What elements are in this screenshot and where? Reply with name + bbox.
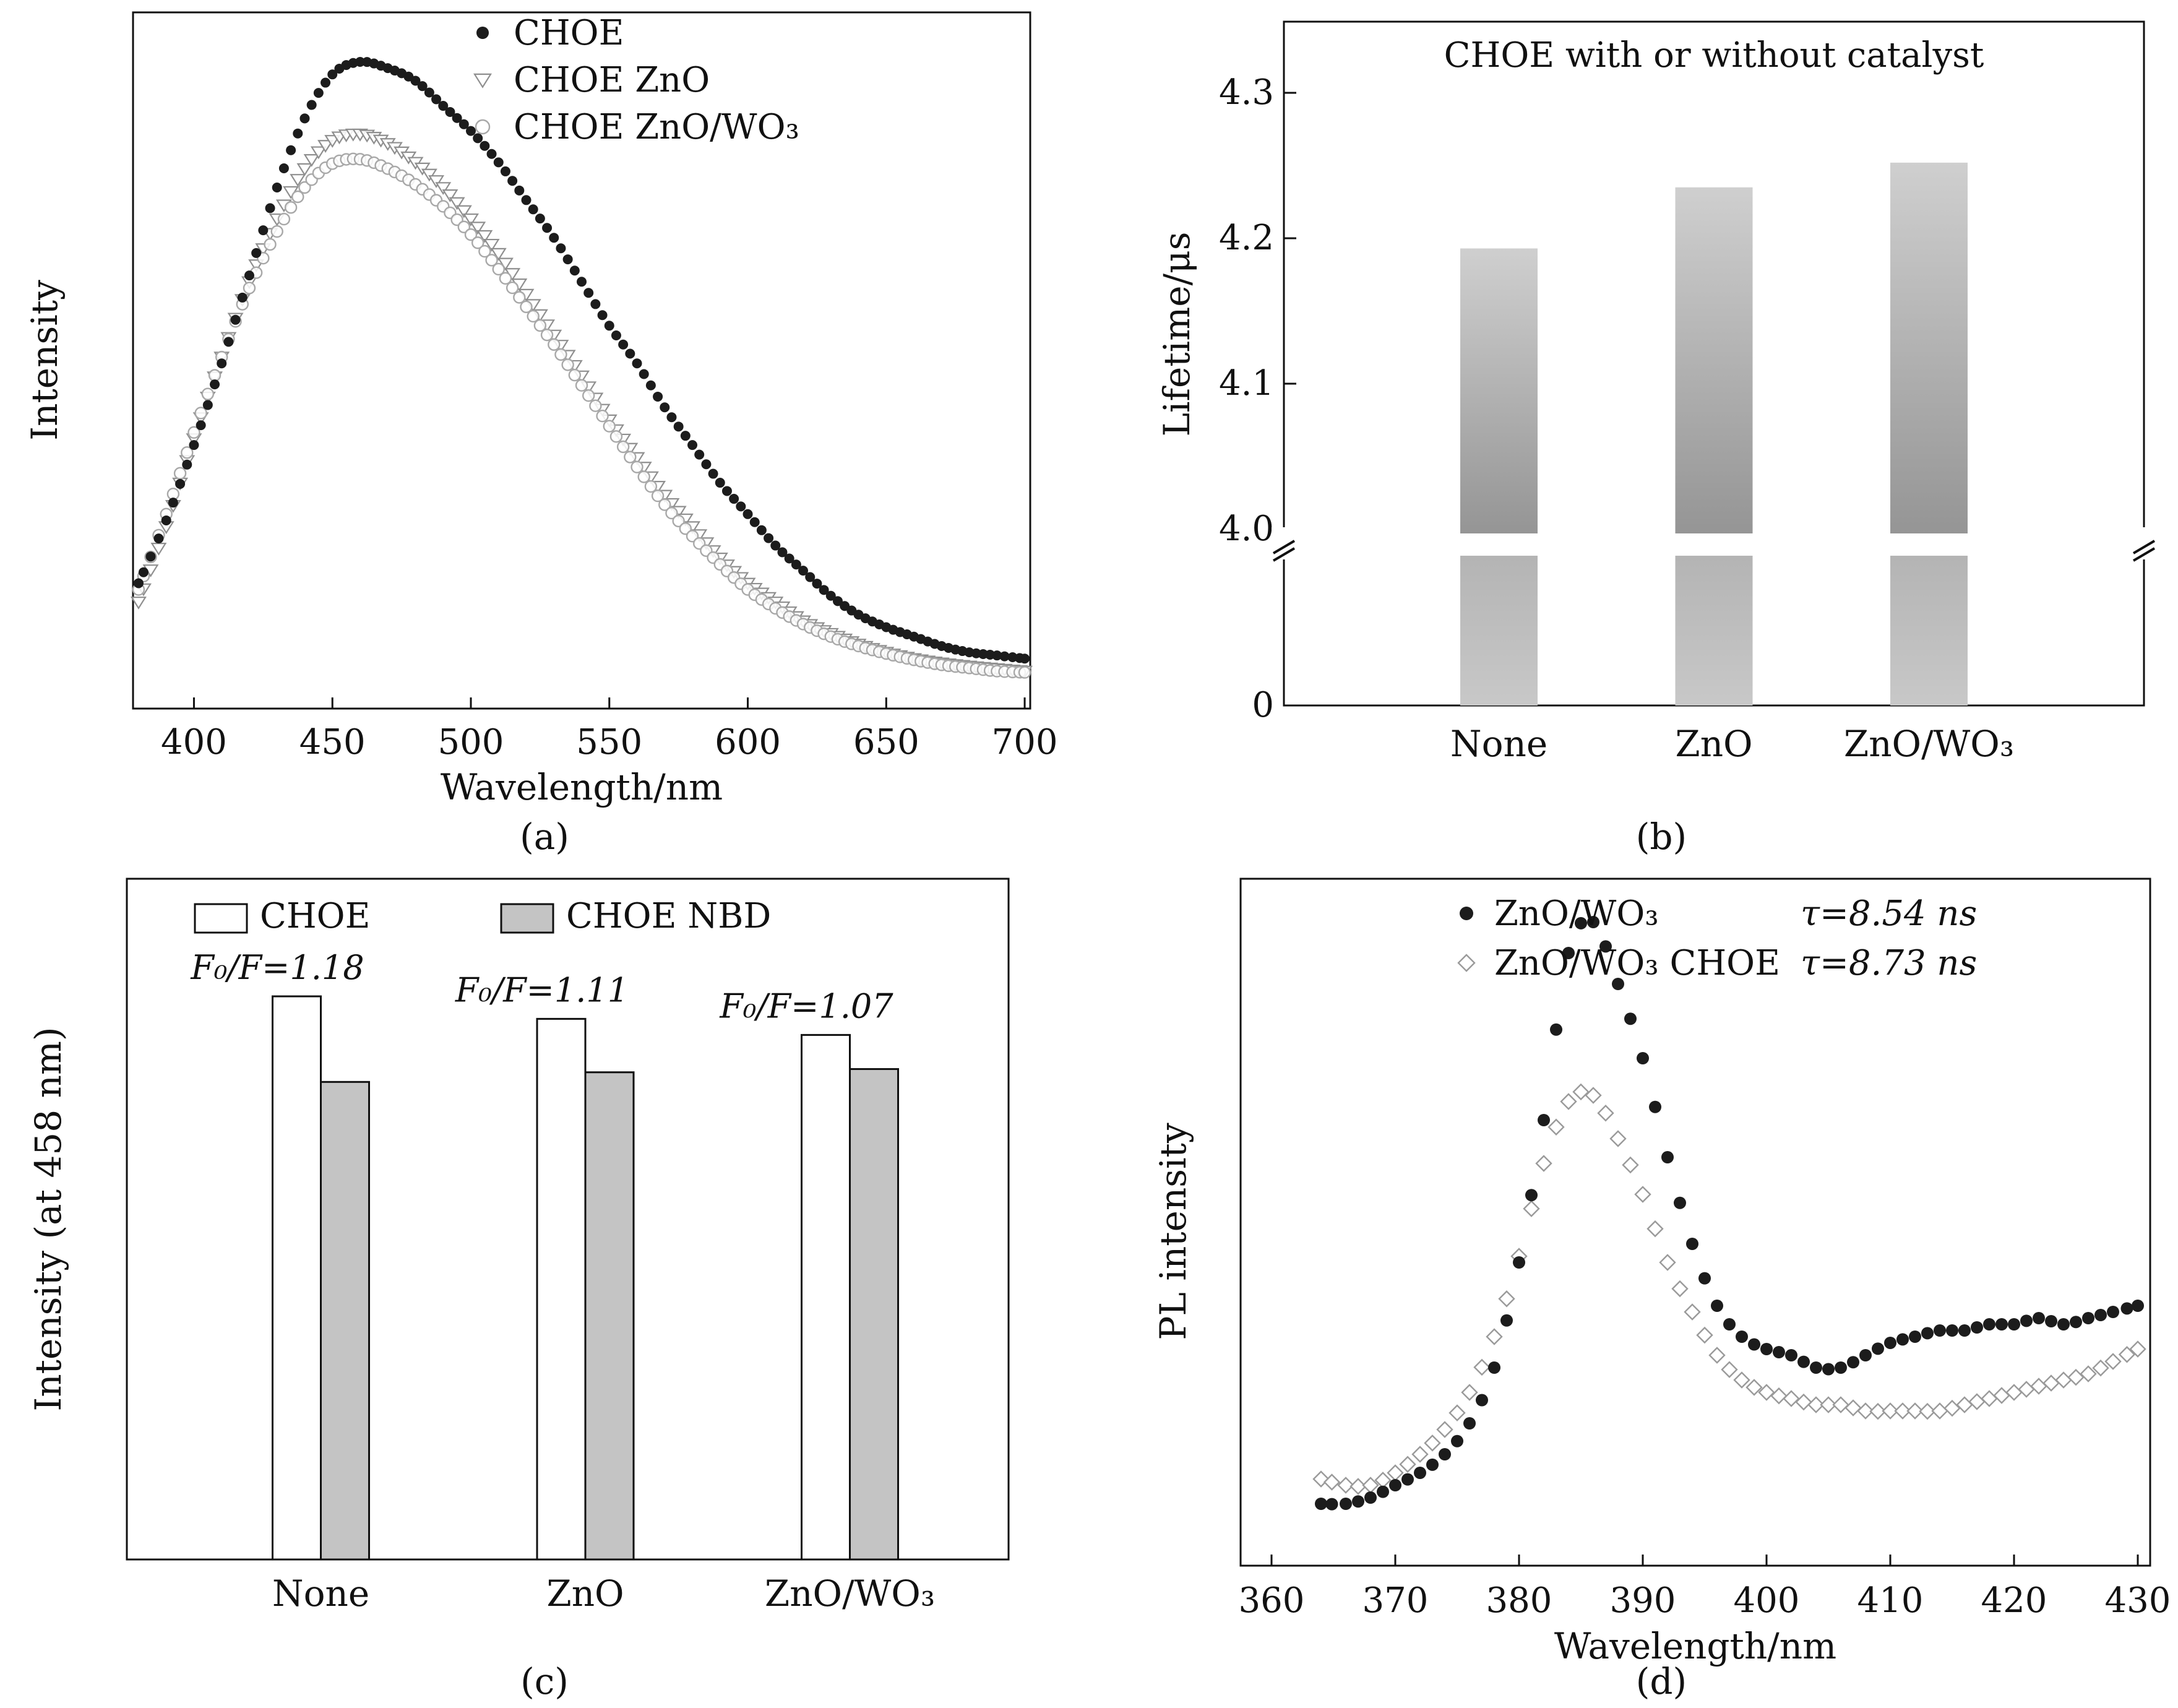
svg-text:700: 700 <box>992 722 1058 762</box>
panel-d-chart: 360 370 380 390 400 410 420 430 Wavelength/nm PL … <box>1152 878 2171 1667</box>
svg-text:ZnO: ZnO <box>546 1572 624 1615</box>
svg-text:400: 400 <box>161 722 227 762</box>
panel-c-caption: (c) <box>520 1660 569 1702</box>
axis-break-marks <box>1272 527 2156 562</box>
svg-text:Wavelength/nm: Wavelength/nm <box>441 766 723 808</box>
svg-text:Intensity (at 458 nm): Intensity (at 458 nm) <box>27 1027 69 1411</box>
svg-text:430: 430 <box>2105 1581 2171 1621</box>
svg-text:ZnO/WO₃: ZnO/WO₃ <box>1494 894 1659 934</box>
svg-text:PL intensity: PL intensity <box>1152 1123 1194 1340</box>
svg-text:CHOE ZnO/WO₃: CHOE ZnO/WO₃ <box>514 107 799 147</box>
svg-text:ZnO/WO₃: ZnO/WO₃ <box>1844 723 2014 765</box>
panel-d-legend: ZnO/WO₃ τ=8.54 ns ZnO/WO₃ CHOE τ=8.73 ns <box>1457 894 1977 983</box>
svg-text:Wavelength/nm: Wavelength/nm <box>1554 1625 1836 1667</box>
svg-text:F₀/F=1.11: F₀/F=1.11 <box>455 970 629 1009</box>
svg-text:CHOE NBD: CHOE NBD <box>566 896 771 936</box>
pl-series-1 <box>1312 1083 2146 1495</box>
panel-b-lifetime-bars: 4.0 4.1 4.2 4.3 0 CHOE with or without cataly… <box>1145 0 2178 860</box>
pl-series-0 <box>1315 916 2144 1511</box>
svg-text:4.1: 4.1 <box>1219 363 1274 403</box>
series-0 <box>133 57 1030 664</box>
svg-text:500: 500 <box>438 722 504 762</box>
svg-text:360: 360 <box>1239 1581 1305 1621</box>
panel-c-chart: Intensity (at 458 nm) CHOE CHOE NBD F₀/F=1.… <box>27 878 1010 1615</box>
svg-text:τ=8.73 ns: τ=8.73 ns <box>1801 943 1977 983</box>
svg-text:650: 650 <box>853 722 919 762</box>
panel-b-axes: 4.0 4.1 4.2 4.3 0 CHOE with or without cataly… <box>1156 20 2145 725</box>
svg-text:Lifetime/μs: Lifetime/μs <box>1156 231 1198 436</box>
svg-text:None: None <box>1450 723 1547 765</box>
svg-text:4.3: 4.3 <box>1219 72 1274 113</box>
svg-text:420: 420 <box>1981 1581 2047 1621</box>
svg-text:4.2: 4.2 <box>1219 218 1274 258</box>
svg-text:410: 410 <box>1857 1581 1924 1621</box>
svg-text:τ=8.54 ns: τ=8.54 ns <box>1801 894 1977 934</box>
intensity-bars: F₀/F=1.18 None F₀/F=1.11 ZnO F₀/F=1.07 ZnO/WO… <box>190 948 935 1615</box>
svg-text:400: 400 <box>1734 1581 1800 1621</box>
svg-text:ZnO/WO₃ CHOE: ZnO/WO₃ CHOE <box>1494 943 1780 983</box>
panel-d-caption: (d) <box>1635 1660 1687 1702</box>
svg-text:380: 380 <box>1486 1581 1552 1621</box>
svg-text:F₀/F=1.18: F₀/F=1.18 <box>190 948 364 987</box>
lifetime-bars: None ZnO ZnO/WO₃ <box>1450 162 2014 765</box>
panel-c-legend: CHOE CHOE NBD <box>194 896 771 936</box>
svg-text:4.0: 4.0 <box>1219 509 1274 549</box>
series-2 <box>132 152 1031 679</box>
svg-text:370: 370 <box>1362 1581 1429 1621</box>
panel-c-intensity-bars: Intensity (at 458 nm) CHOE CHOE NBD F₀/F=1.… <box>25 863 1064 1705</box>
panel-a-chart: 400 450 500 550 600 650 700 Wavelength/nm Intens… <box>25 11 1058 808</box>
panel-a-emission-spectra: 400 450 500 550 600 650 700 Wavelength/nm Intens… <box>25 0 1064 860</box>
panel-a-axes: 400 450 500 550 600 650 700 Wavelength/nm Intens… <box>25 11 1058 808</box>
svg-text:600: 600 <box>715 722 781 762</box>
svg-text:CHOE ZnO: CHOE ZnO <box>514 60 710 100</box>
panel-b-caption: (b) <box>1635 816 1687 858</box>
svg-text:0: 0 <box>1252 685 1274 725</box>
svg-text:None: None <box>272 1572 369 1615</box>
svg-text:ZnO/WO₃: ZnO/WO₃ <box>765 1572 935 1615</box>
svg-text:390: 390 <box>1610 1581 1676 1621</box>
svg-text:450: 450 <box>299 722 366 762</box>
svg-text:CHOE: CHOE <box>260 896 370 936</box>
panel-a-caption: (a) <box>520 816 569 858</box>
svg-text:550: 550 <box>576 722 642 762</box>
svg-text:F₀/F=1.07: F₀/F=1.07 <box>719 986 893 1025</box>
svg-text:CHOE with or without catalyst: CHOE with or without catalyst <box>1444 35 1984 75</box>
panel-b-chart: 4.0 4.1 4.2 4.3 0 CHOE with or without cataly… <box>1156 20 2156 765</box>
svg-text:CHOE: CHOE <box>514 13 624 53</box>
panel-d-axes: 360 370 380 390 400 410 420 430 Wavelength/nm PL … <box>1152 878 2171 1667</box>
panel-a-legend: CHOE CHOE ZnO CHOE ZnO/WO₃ <box>473 13 799 147</box>
svg-text:Intensity: Intensity <box>25 280 66 441</box>
panel-d-pl-spectra: 360 370 380 390 400 410 420 430 Wavelength/nm PL … <box>1145 863 2178 1705</box>
svg-text:ZnO: ZnO <box>1675 723 1752 765</box>
